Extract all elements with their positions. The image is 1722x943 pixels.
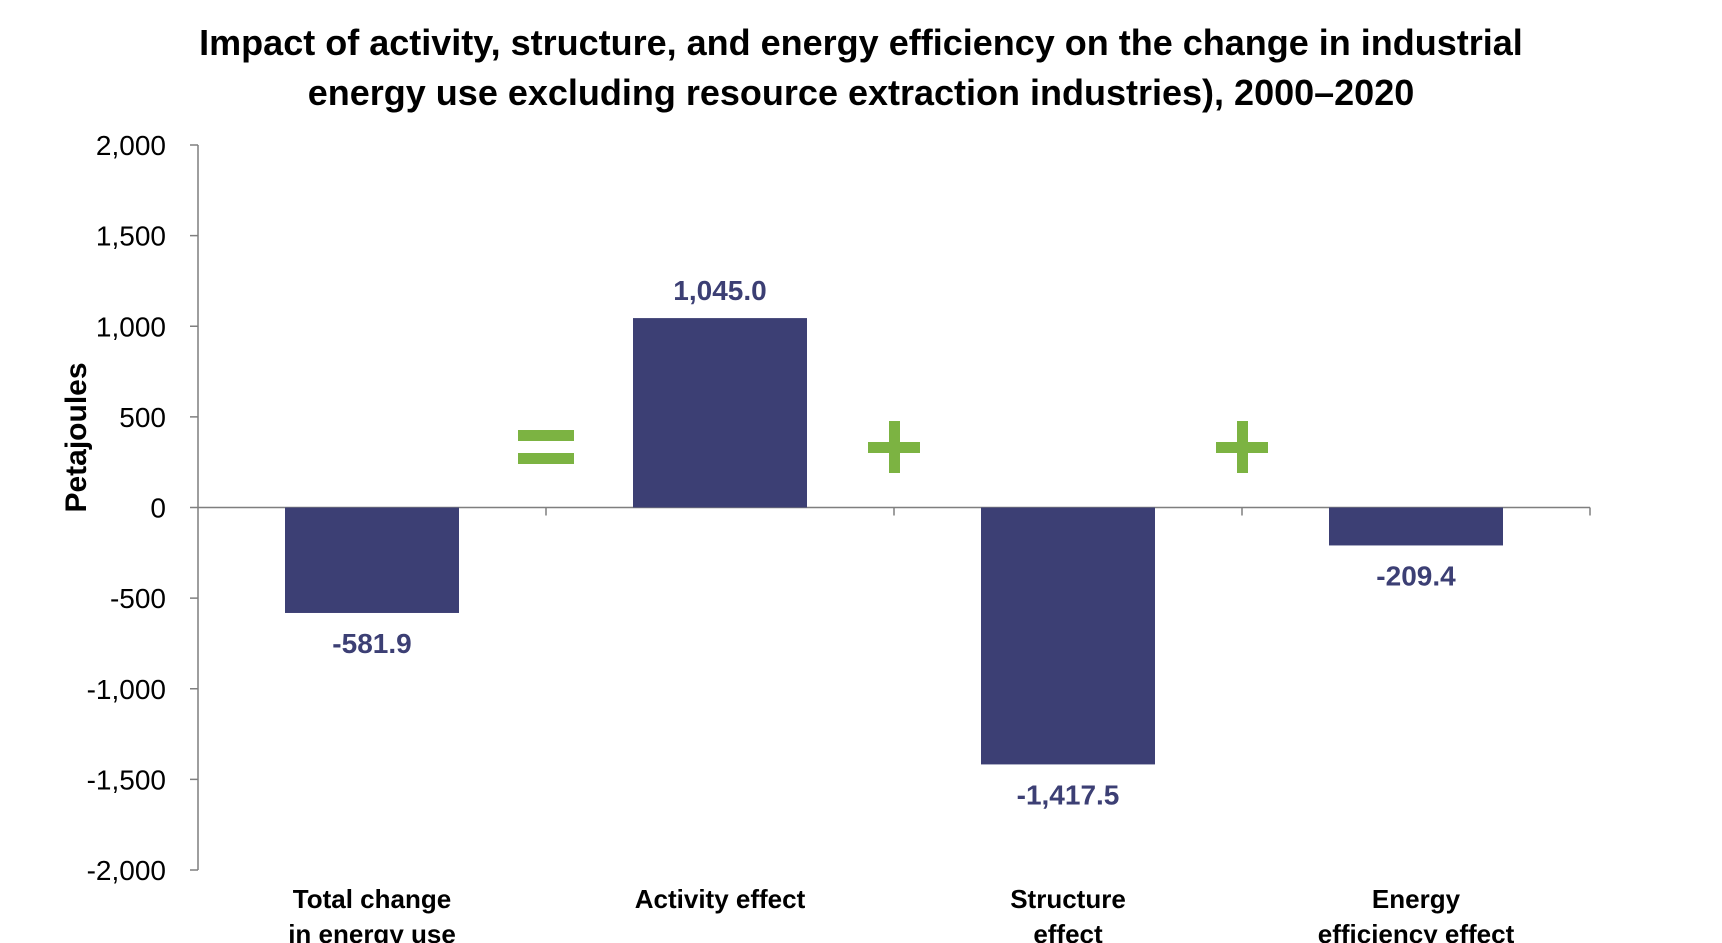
x-category-label: in energy use (288, 919, 456, 943)
x-category-label: efficiency effect (1318, 919, 1515, 943)
y-tick-label: 500 (119, 402, 166, 433)
y-tick-label: 0 (150, 493, 166, 524)
bar-data-label: -209.4 (1376, 560, 1456, 591)
plus-sign-icon (1216, 421, 1268, 473)
bar-data-label: 1,045.0 (673, 275, 766, 306)
plus-sign-icon (868, 421, 920, 473)
x-category-label: effect (1033, 919, 1103, 943)
y-tick-label: 2,000 (96, 130, 166, 161)
chart-title-line-2: energy use excluding resource extraction… (307, 72, 1415, 113)
equals-sign-icon (518, 430, 574, 464)
bar (633, 318, 807, 508)
y-tick-label: 1,500 (96, 221, 166, 252)
operator-stroke (518, 453, 574, 464)
operator-stroke (889, 421, 900, 473)
x-category-label: Energy (1372, 884, 1461, 914)
y-axis-title: Petajoules (60, 362, 93, 512)
bar (1329, 507, 1503, 546)
operator-stroke (1237, 421, 1248, 473)
x-category-label: Total change (293, 884, 451, 914)
chart-title: Impact of activity, structure, and energ… (0, 18, 1722, 118)
x-category-label: Activity effect (635, 884, 806, 914)
y-tick-label: 1,000 (96, 311, 166, 342)
bar-data-label: -581.9 (332, 628, 411, 659)
bar-data-label: -1,417.5 (1017, 779, 1120, 810)
bar (981, 507, 1155, 765)
bar (285, 507, 459, 613)
y-tick-label: -500 (110, 583, 166, 614)
y-tick-label: -1,500 (87, 764, 166, 795)
chart-title-line-1: Impact of activity, structure, and energ… (199, 22, 1523, 63)
x-category-label: Structure (1010, 884, 1126, 914)
operator-stroke (518, 430, 574, 441)
y-tick-label: -1,000 (87, 674, 166, 705)
y-tick-label: -2,000 (87, 855, 166, 886)
